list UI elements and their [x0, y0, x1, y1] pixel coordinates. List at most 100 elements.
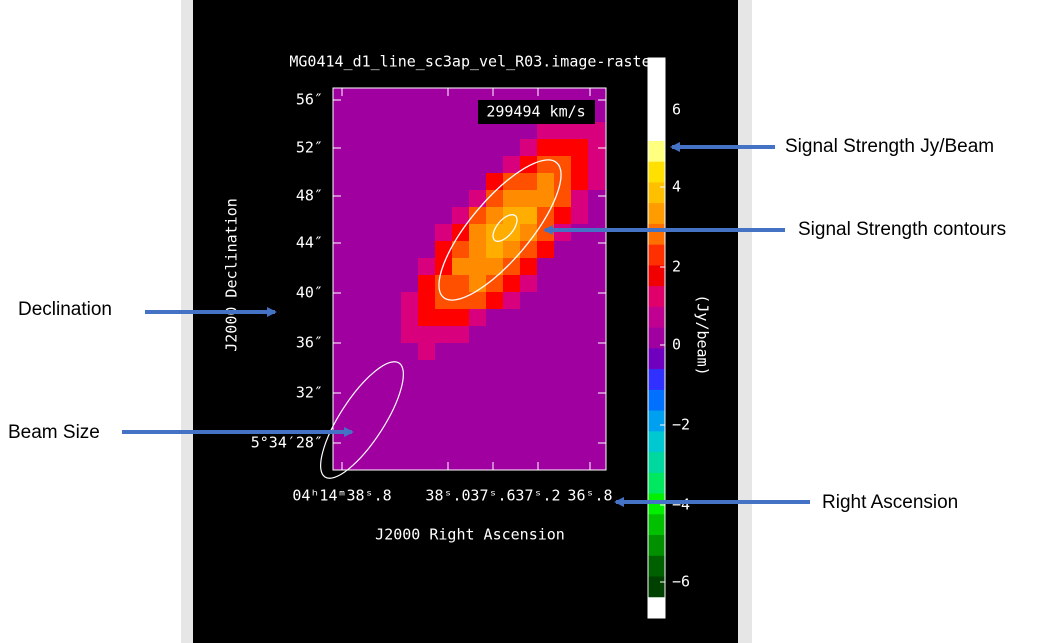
colorbar-segment	[648, 348, 665, 369]
pixel	[452, 241, 469, 258]
pixel	[571, 156, 588, 173]
annotation-label: Beam Size	[8, 422, 100, 443]
pixel	[520, 275, 537, 292]
pixel	[554, 156, 571, 173]
colorbar-label: (Jy/beam)	[694, 294, 712, 375]
y-tick-label: 48″	[296, 187, 323, 205]
pixel	[571, 173, 588, 190]
velocity-label: 299494 km/s	[486, 103, 585, 121]
pixel	[588, 156, 605, 173]
annotation-label: Declination	[18, 299, 112, 320]
annotation-label: Signal Strength contours	[798, 219, 1006, 240]
pixel	[452, 275, 469, 292]
x-tick-label: 38ˢ.0	[425, 487, 470, 505]
colorbar-segment	[648, 369, 665, 390]
pixel	[537, 139, 554, 156]
pixel	[571, 190, 588, 207]
pixel	[486, 224, 503, 241]
pixel	[452, 258, 469, 275]
pixel	[537, 173, 554, 190]
pixel	[571, 207, 588, 224]
y-tick-label: 36″	[296, 334, 323, 352]
pixel	[588, 122, 605, 139]
pixel	[469, 224, 486, 241]
pixel	[520, 173, 537, 190]
pixel	[486, 292, 503, 309]
pixel	[520, 207, 537, 224]
pixel	[537, 190, 554, 207]
pixel	[435, 224, 452, 241]
frame-left	[181, 0, 193, 643]
pixel	[469, 241, 486, 258]
x-tick-label: 36ˢ.8	[567, 487, 612, 505]
pixel	[503, 292, 520, 309]
annotation-label: Signal Strength Jy/Beam	[785, 136, 994, 157]
colorbar-segment	[648, 597, 665, 618]
pixel	[418, 343, 435, 360]
y-tick-label: 5°34′28″	[251, 434, 323, 452]
pixel	[520, 190, 537, 207]
pixel	[452, 326, 469, 343]
pixel	[588, 173, 605, 190]
colorbar-segment	[648, 328, 665, 349]
pixel	[469, 258, 486, 275]
annotation-label: Right Ascension	[822, 492, 958, 513]
colorbar-segment	[648, 452, 665, 473]
colorbar-segment	[648, 390, 665, 411]
x-tick-label: 04ʰ14ᵐ38ˢ.8	[292, 487, 391, 505]
colorbar-tick-label: −6	[672, 573, 690, 591]
page: 6420−2−4−6 MG0414_d1_line_sc3ap_vel_R03.…	[0, 0, 1053, 643]
pixel	[520, 139, 537, 156]
colorbar-segment	[648, 411, 665, 432]
colorbar-segment	[648, 141, 665, 162]
colorbar-segment	[648, 556, 665, 577]
colorbar-tick-label: 2	[672, 258, 681, 276]
pixel	[435, 275, 452, 292]
colorbar-segment	[648, 265, 665, 286]
pixel	[503, 275, 520, 292]
colorbar-tick-label: −2	[672, 416, 690, 434]
pixel	[469, 190, 486, 207]
pixel	[418, 326, 435, 343]
pixel	[435, 241, 452, 258]
pixel	[554, 224, 571, 241]
pixel	[452, 309, 469, 326]
pixel	[418, 258, 435, 275]
pixel	[418, 292, 435, 309]
colorbar-segment	[648, 307, 665, 328]
pixel	[520, 224, 537, 241]
pixel	[418, 309, 435, 326]
colorbar-tick-label: −4	[672, 496, 690, 514]
pixel	[554, 139, 571, 156]
colorbar-segment	[648, 162, 665, 183]
pixel	[435, 326, 452, 343]
pixel	[554, 207, 571, 224]
y-tick-label: 44″	[296, 234, 323, 252]
frame-right	[738, 0, 752, 643]
x-tick-label: 37ˢ.2	[515, 487, 560, 505]
pixel	[554, 122, 571, 139]
pixel	[520, 156, 537, 173]
pixel	[503, 156, 520, 173]
colorbar-segment	[648, 79, 665, 100]
pixel	[418, 275, 435, 292]
x-tick-label: 37ˢ.6	[470, 487, 515, 505]
plot-title: MG0414_d1_line_sc3ap_vel_R03.image-raste	[289, 53, 650, 71]
pixel	[571, 139, 588, 156]
pixel	[401, 309, 418, 326]
pixel	[401, 326, 418, 343]
colorbar-tick-label: 6	[672, 101, 681, 119]
colorbar-segment	[648, 182, 665, 203]
pixel	[486, 241, 503, 258]
colorbar-tick-label: 4	[672, 178, 681, 196]
colorbar-segment	[648, 120, 665, 141]
pixel	[469, 275, 486, 292]
y-axis-label: J2000 Declination	[223, 198, 241, 352]
pixel	[503, 258, 520, 275]
y-tick-label: 40″	[296, 284, 323, 302]
colorbar-segment	[648, 286, 665, 307]
y-tick-label: 32″	[296, 384, 323, 402]
pixel	[537, 241, 554, 258]
pixel	[537, 156, 554, 173]
pixel	[554, 190, 571, 207]
